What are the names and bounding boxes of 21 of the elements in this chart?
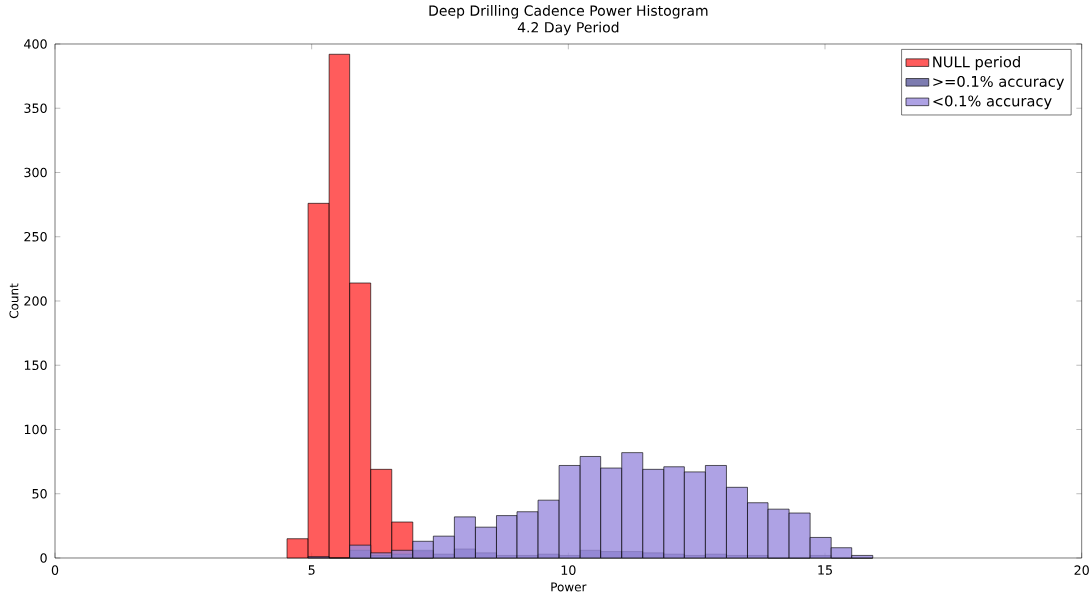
y-tick-label: 300 [24, 167, 47, 178]
y-tick-label: 350 [24, 103, 47, 114]
legend-label: <0.1% accuracy [933, 95, 1052, 110]
y-tick-label: 100 [24, 424, 47, 435]
x-axis-title: Power [551, 582, 587, 592]
x-tick-label: 5 [308, 565, 315, 575]
chart-title: Deep Drilling Cadence Power Histogram [429, 5, 708, 19]
y-tick-label: 250 [24, 231, 47, 242]
y-tick-label: 0 [40, 553, 47, 563]
chart-subtitle: 4.2 Day Period [517, 21, 619, 36]
x-tick-label: 15 [818, 565, 832, 575]
x-tick-label: 10 [561, 565, 576, 575]
x-tick-label: 0 [51, 565, 59, 575]
y-tick-label: 400 [24, 39, 47, 49]
legend-label: NULL period [933, 56, 1020, 71]
y-tick-label: 50 [32, 488, 47, 499]
y-tick-label: 200 [24, 296, 47, 306]
x-tick-label: 20 [1074, 565, 1089, 575]
y-tick-label: 150 [24, 360, 47, 371]
legend-label: >=0.1% accuracy [933, 75, 1065, 90]
y-axis-title: Count [9, 283, 19, 319]
